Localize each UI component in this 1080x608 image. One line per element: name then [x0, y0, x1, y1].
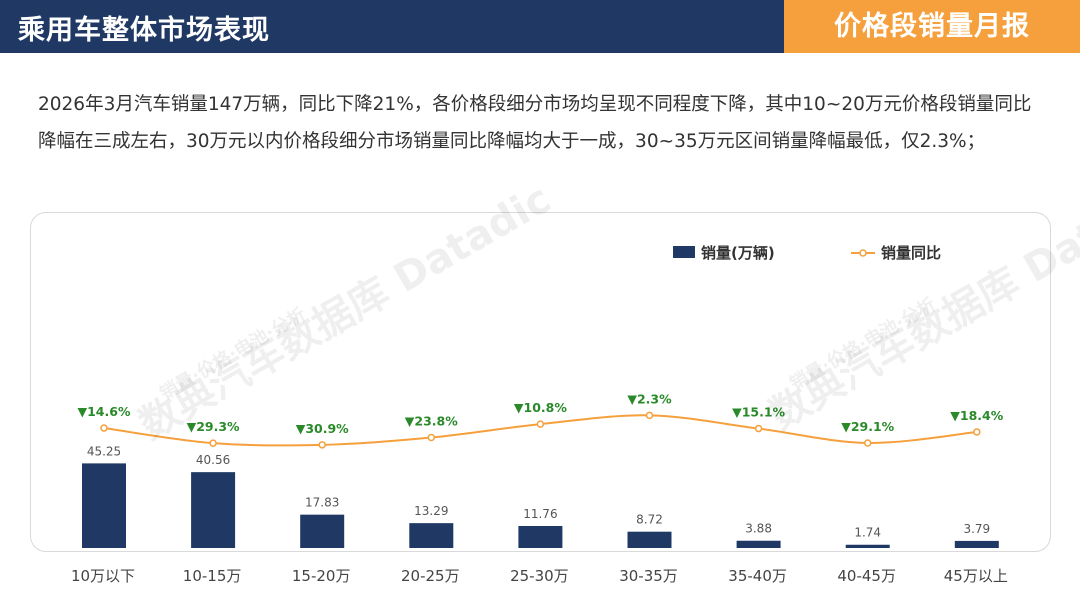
legend-bar-swatch — [673, 246, 695, 258]
bar-value-label: 13.29 — [414, 504, 448, 518]
yoy-point — [536, 420, 545, 428]
yoy-point — [863, 439, 872, 447]
yoy-label: ▼14.6% — [78, 404, 131, 419]
yoy-label: ▼2.3% — [627, 391, 672, 406]
bar-value-label: 17.83 — [305, 496, 339, 510]
yoy-point — [973, 428, 981, 436]
legend-line-label: 销量同比 — [881, 244, 941, 262]
yoy-label: ▼29.1% — [841, 419, 894, 434]
bar-value-label: 40.56 — [196, 453, 230, 467]
bar-value-label: 3.79 — [963, 522, 990, 536]
yoy-point — [754, 424, 763, 433]
bar — [736, 540, 781, 548]
x-tick-label: 20-25万 — [401, 567, 460, 585]
legend-bar-label: 销量(万辆) — [701, 244, 775, 262]
x-tick-label: 25-30万 — [510, 567, 569, 585]
x-tick-label: 10万以下 — [70, 567, 136, 585]
bar — [954, 540, 999, 548]
header-bar: 乘用车整体市场表现 价格段销量月报 — [0, 0, 1080, 53]
x-tick-label: 30-35万 — [619, 567, 678, 585]
yoy-label: ▼10.8% — [514, 400, 567, 415]
yoy-point — [100, 424, 108, 432]
x-tick-label: 45万以上 — [943, 567, 1008, 585]
yoy-label: ▼23.8% — [405, 414, 458, 429]
yoy-point — [645, 411, 654, 420]
bar — [409, 523, 454, 548]
x-tick-label: 15-20万 — [291, 567, 351, 585]
yoy-point — [209, 439, 217, 447]
bar — [518, 526, 563, 548]
bar-value-label: 45.25 — [87, 444, 121, 458]
legend-line-marker — [859, 249, 867, 257]
x-tick-label: 10-15万 — [182, 567, 242, 585]
summary-text: 2026年3月汽车销量147万辆，同比下降21%，各价格段细分市场均呈现不同程度… — [38, 94, 1032, 152]
yoy-point — [427, 433, 436, 442]
bar — [845, 544, 890, 548]
x-tick-label: 35-40万 — [728, 567, 787, 585]
yoy-label: ▼15.1% — [732, 405, 785, 420]
yoy-label: ▼18.4% — [950, 408, 1003, 423]
bar — [300, 514, 345, 548]
bar — [82, 463, 126, 548]
bar-value-label: 1.74 — [854, 526, 881, 540]
report-tag: 价格段销量月报 — [784, 0, 1080, 53]
yoy-label: ▼29.3% — [187, 419, 240, 434]
page-title: 乘用车整体市场表现 — [18, 15, 270, 46]
bar — [191, 472, 236, 548]
chart-card: 销量(万辆) 销量同比 45.25 40.56 17.83 13.29 11.76 8.72 3… — [30, 212, 1051, 552]
x-tick-label: 40-45万 — [837, 567, 896, 585]
yoy-point — [318, 441, 326, 449]
bar-value-label: 8.72 — [636, 513, 663, 527]
bar-value-label: 3.88 — [745, 522, 772, 536]
yoy-label: ▼30.9% — [296, 421, 349, 436]
sales-chart: 销量(万辆) 销量同比 45.25 40.56 17.83 13.29 11.76 8.72 3… — [78, 244, 1004, 548]
bar — [627, 531, 672, 548]
bar-value-label: 11.76 — [523, 507, 557, 521]
